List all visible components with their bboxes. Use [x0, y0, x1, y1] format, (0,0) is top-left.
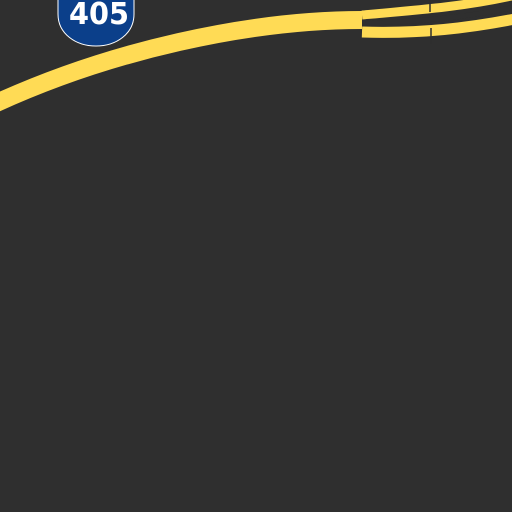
highway-median: [365, 5, 512, 26]
interstate-shield-icon[interactable]: 405: [57, 0, 135, 47]
highway-main: [0, 11, 363, 112]
shield-number: 405: [69, 0, 129, 32]
shield-shape: [57, 0, 135, 47]
highway-upper-lane: [361, 0, 512, 20]
highway-lower-lane: [361, 13, 512, 38]
